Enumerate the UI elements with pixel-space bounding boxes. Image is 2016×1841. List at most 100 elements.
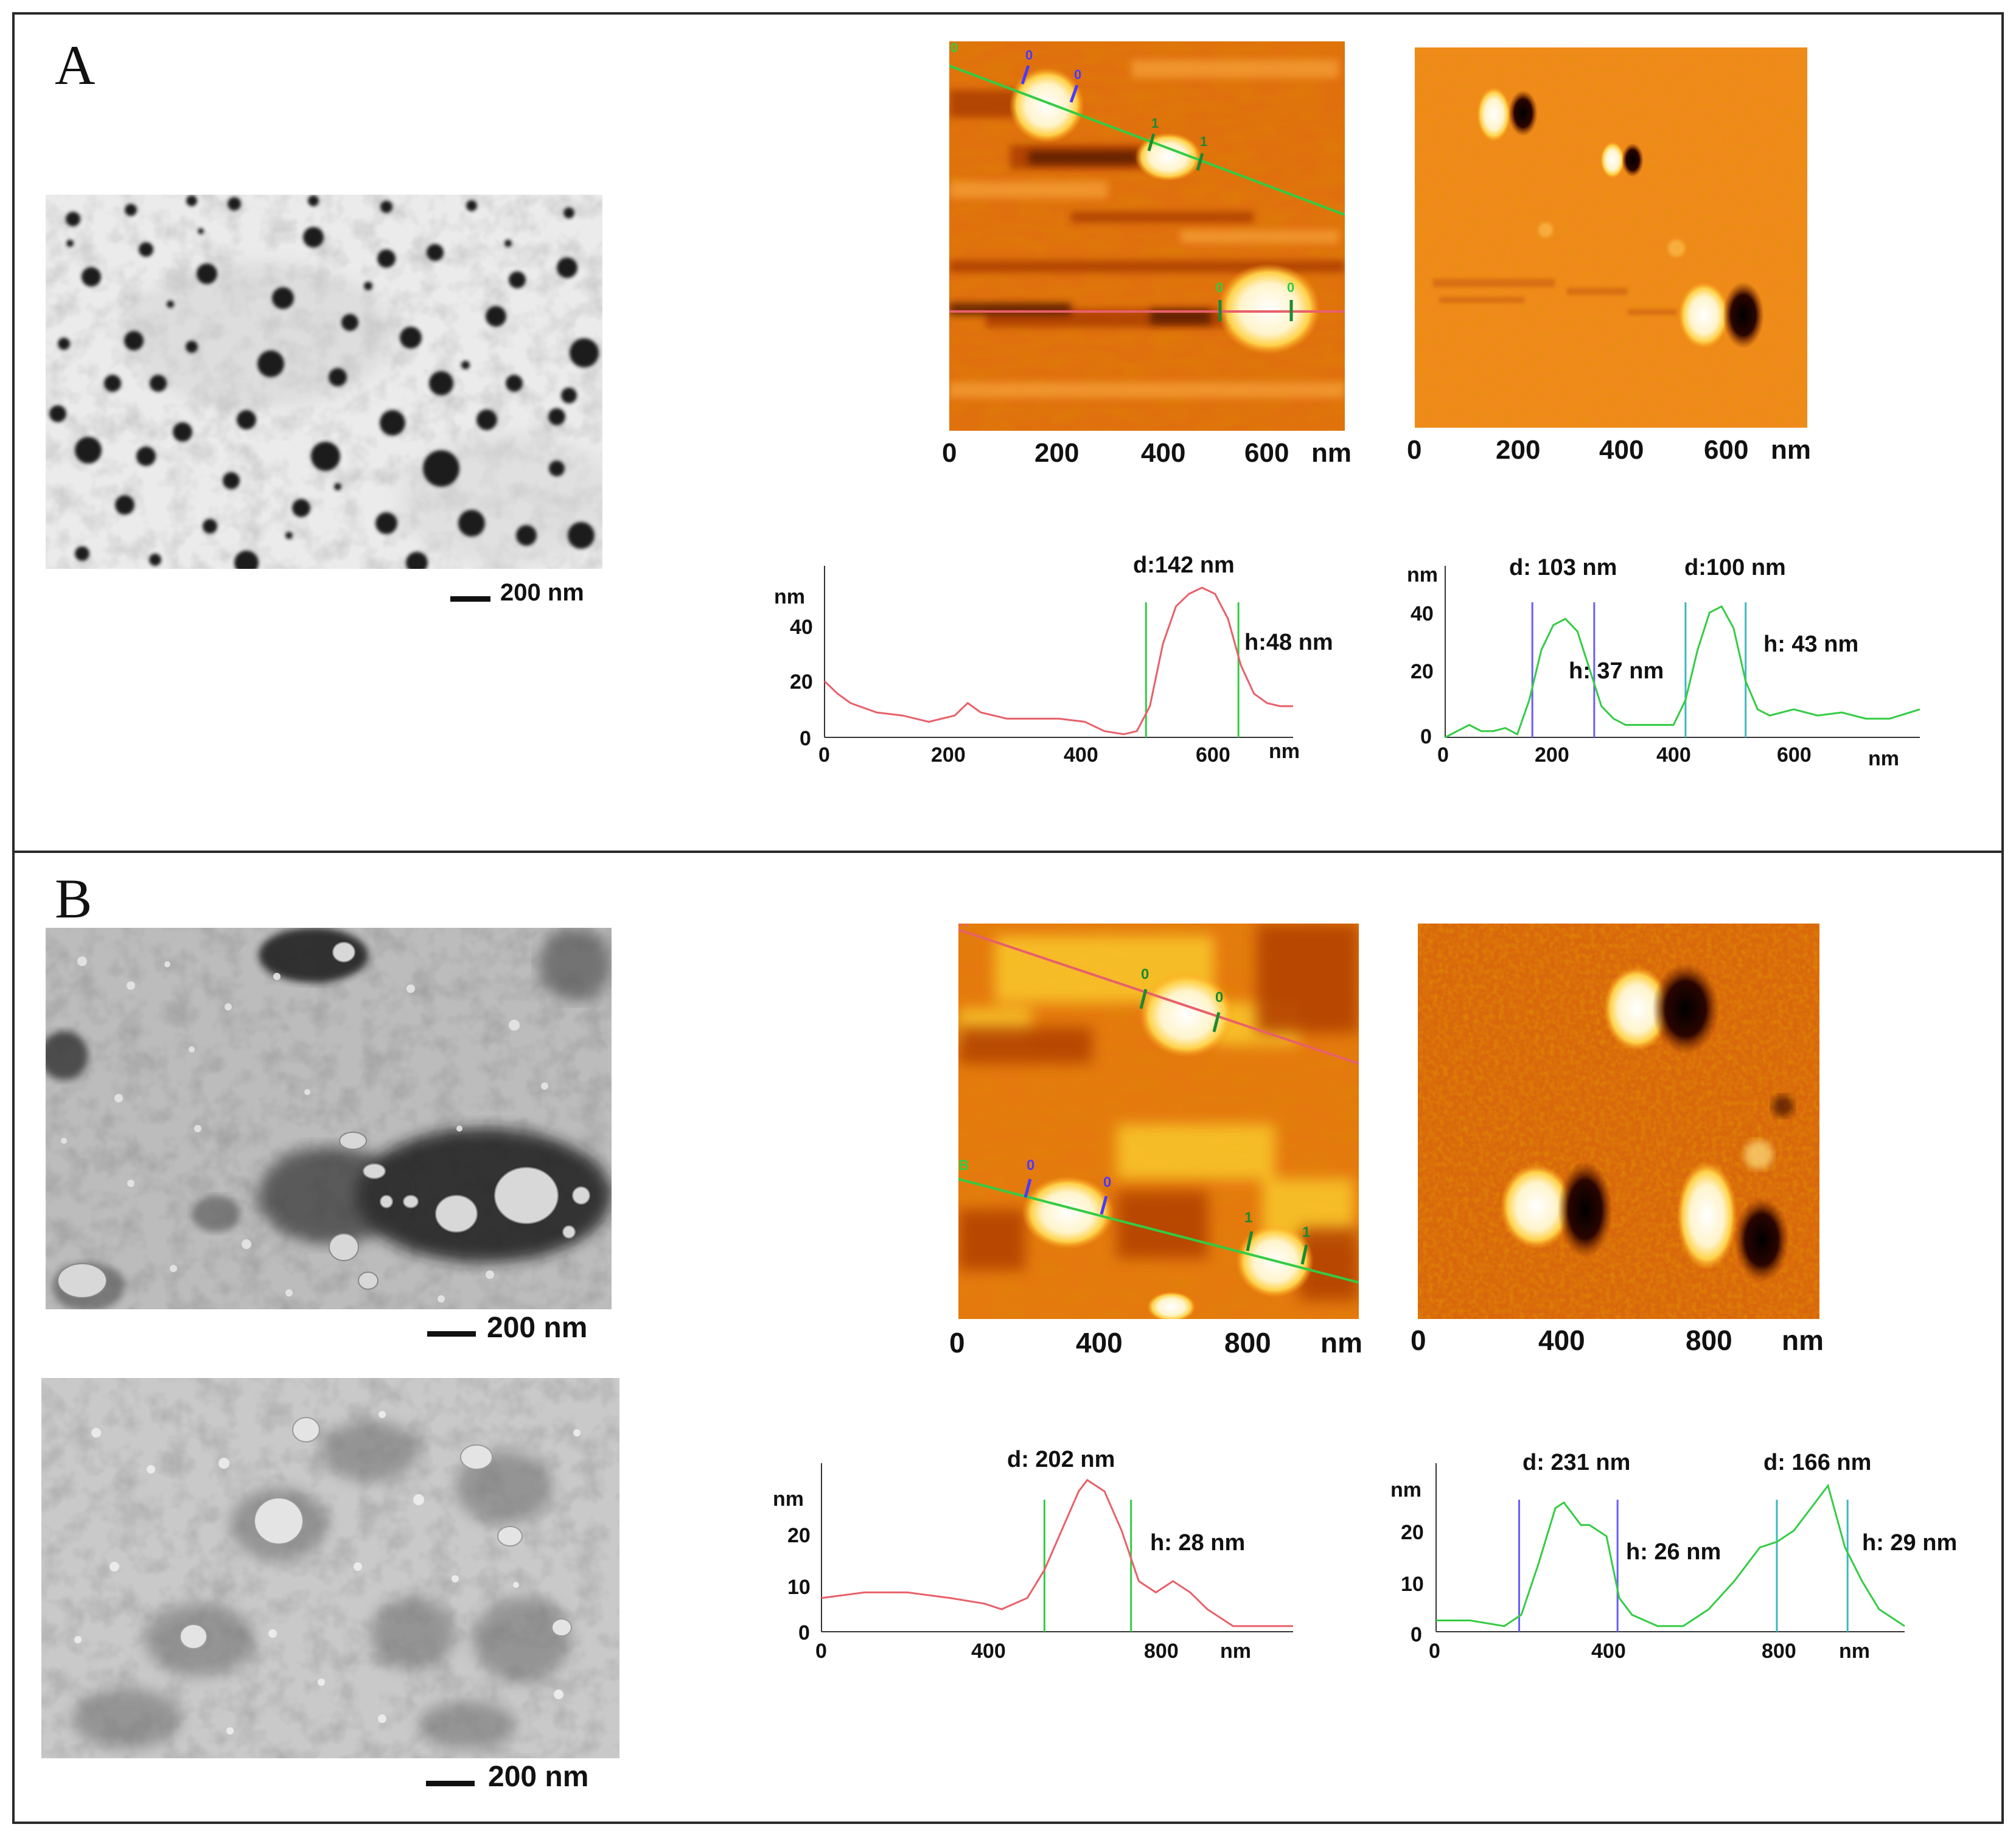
x-tick: 400 bbox=[1656, 743, 1691, 767]
x-axis-unit: nm bbox=[1839, 1640, 1870, 1663]
x-tick: 400 bbox=[971, 1640, 1006, 1663]
marker-label: 1 bbox=[1244, 1209, 1253, 1226]
y-tick: 10 bbox=[1401, 1573, 1424, 1596]
tem-image bbox=[46, 195, 602, 569]
x-tick: 0 bbox=[1437, 743, 1449, 767]
height-annotation: h: 29 nm bbox=[1862, 1530, 1958, 1556]
diameter-annotation: d: 166 nm bbox=[1763, 1450, 1872, 1475]
axis-tick: 200 bbox=[1496, 435, 1541, 465]
height-annotation: h: 37 nm bbox=[1569, 658, 1664, 684]
afm-topography-image: A 0 0 B 0 0 1 1 bbox=[958, 924, 1359, 1319]
panel-letter: A bbox=[55, 34, 96, 96]
height-annotation: h:48 nm bbox=[1244, 630, 1333, 655]
y-tick: 0 bbox=[800, 727, 811, 750]
height-annotation: h: 43 nm bbox=[1763, 632, 1859, 657]
y-tick: 20 bbox=[1401, 1521, 1424, 1544]
profile-plot-a2 bbox=[1445, 566, 1920, 739]
x-tick: 400 bbox=[1064, 743, 1098, 767]
y-tick: 10 bbox=[787, 1576, 811, 1599]
axis-tick: 0 bbox=[949, 1327, 965, 1359]
axis-tick: 800 bbox=[1224, 1327, 1271, 1359]
afm-phase-image bbox=[1415, 47, 1807, 428]
x-tick: 800 bbox=[1762, 1640, 1796, 1663]
x-tick: 400 bbox=[1591, 1640, 1626, 1663]
y-tick: 20 bbox=[790, 670, 813, 694]
axis-tick: 800 bbox=[1686, 1324, 1732, 1356]
marker-label: 0 bbox=[1025, 47, 1033, 63]
profile-line bbox=[823, 586, 1293, 736]
diameter-annotation: d: 231 nm bbox=[1522, 1450, 1631, 1475]
axis-tick: 600 bbox=[1704, 435, 1749, 465]
y-axis-unit: nm bbox=[1390, 1478, 1421, 1502]
axis-tick: 400 bbox=[1076, 1327, 1123, 1359]
profile-plot-b1 bbox=[821, 1463, 1293, 1632]
marker-label: A bbox=[958, 924, 969, 931]
y-tick: 40 bbox=[790, 616, 813, 639]
x-axis-unit: nm bbox=[1269, 740, 1300, 763]
scale-label: 200 nm bbox=[487, 1312, 588, 1344]
y-tick: 20 bbox=[787, 1524, 811, 1547]
y-axis-unit: nm bbox=[1407, 563, 1438, 586]
profile-line bbox=[821, 1478, 1293, 1627]
y-tick: 40 bbox=[1411, 602, 1434, 625]
profile-plot-b2 bbox=[1435, 1463, 1905, 1632]
x-tick: 800 bbox=[1144, 1640, 1179, 1663]
scale-label: 200 nm bbox=[500, 579, 584, 606]
axis-unit: nm bbox=[1320, 1327, 1362, 1359]
axis-tick: 400 bbox=[1141, 438, 1186, 468]
scale-bar bbox=[427, 1331, 476, 1337]
scale-label: 200 nm bbox=[488, 1761, 589, 1793]
panel-letter: B bbox=[55, 868, 92, 930]
y-axis-unit: nm bbox=[773, 1488, 804, 1511]
marker-label: 0 bbox=[950, 41, 958, 55]
marker-label: 0 bbox=[1027, 1157, 1035, 1174]
axis-tick: 400 bbox=[1538, 1324, 1585, 1356]
y-tick: 20 bbox=[1411, 660, 1434, 683]
afm-topography-image: 0 0 1 1 0 0 0 bbox=[949, 41, 1345, 431]
axis-unit: nm bbox=[1311, 438, 1352, 468]
axis-unit: nm bbox=[1782, 1324, 1824, 1356]
axis-tick: 600 bbox=[1244, 438, 1289, 468]
afm-phase-image bbox=[1418, 924, 1819, 1319]
x-tick: 200 bbox=[1535, 743, 1569, 767]
x-tick: 600 bbox=[1777, 743, 1812, 767]
axis-tick: 400 bbox=[1599, 435, 1644, 465]
marker-label: 0 bbox=[1216, 280, 1224, 295]
marker-label: 0 bbox=[1141, 966, 1149, 983]
axis-tick: 0 bbox=[1407, 435, 1422, 465]
height-annotation: h: 28 nm bbox=[1150, 1530, 1246, 1556]
diameter-annotation: d: 202 nm bbox=[1007, 1447, 1115, 1472]
y-tick: 0 bbox=[1411, 1623, 1422, 1646]
tem-image bbox=[46, 928, 612, 1309]
marker-label: 0 bbox=[1074, 67, 1082, 82]
x-tick: 600 bbox=[1196, 743, 1230, 767]
axis-tick: 200 bbox=[1034, 438, 1080, 468]
profile-line bbox=[1436, 1483, 1905, 1627]
x-tick: 0 bbox=[815, 1640, 827, 1663]
tem-image bbox=[41, 1378, 619, 1758]
x-tick: 200 bbox=[931, 743, 966, 767]
diameter-annotation: d:142 nm bbox=[1133, 552, 1235, 578]
x-tick: 0 bbox=[1429, 1640, 1440, 1663]
axis-tick: 0 bbox=[942, 438, 957, 468]
marker-label: 0 bbox=[1287, 280, 1295, 295]
y-tick: 0 bbox=[798, 1621, 810, 1644]
marker-label: 1 bbox=[1151, 116, 1159, 131]
diameter-annotation: d:100 nm bbox=[1684, 555, 1786, 580]
x-tick: 0 bbox=[818, 743, 830, 767]
axis-unit: nm bbox=[1771, 435, 1811, 465]
x-axis-unit: nm bbox=[1220, 1640, 1251, 1663]
profile-line bbox=[1445, 605, 1920, 739]
height-annotation: h: 26 nm bbox=[1626, 1539, 1721, 1565]
y-tick: 0 bbox=[1420, 725, 1432, 748]
marker-label: 1 bbox=[1200, 134, 1208, 149]
y-axis-unit: nm bbox=[774, 585, 805, 608]
marker-label: 0 bbox=[1103, 1174, 1112, 1191]
axis-tick: 0 bbox=[1411, 1324, 1426, 1356]
scale-bar bbox=[450, 596, 490, 602]
marker-label: B bbox=[958, 1157, 969, 1174]
x-axis-unit: nm bbox=[1868, 747, 1899, 770]
profile-plot-a1 bbox=[823, 566, 1293, 738]
scale-bar bbox=[426, 1781, 475, 1786]
diameter-annotation: d: 103 nm bbox=[1509, 555, 1617, 580]
